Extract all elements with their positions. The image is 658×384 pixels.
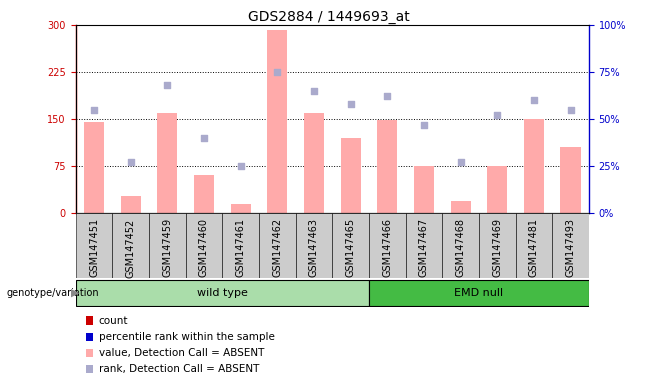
Bar bbox=[369, 280, 589, 306]
Point bbox=[89, 106, 99, 113]
Text: GDS2884 / 1449693_at: GDS2884 / 1449693_at bbox=[248, 10, 410, 23]
Text: GSM147493: GSM147493 bbox=[566, 218, 576, 277]
Text: GSM147462: GSM147462 bbox=[272, 218, 282, 278]
Point bbox=[345, 101, 356, 107]
Bar bbox=[405, 213, 442, 278]
Point bbox=[236, 163, 246, 169]
Bar bbox=[332, 213, 369, 278]
Bar bbox=[561, 147, 580, 213]
Text: rank, Detection Call = ABSENT: rank, Detection Call = ABSENT bbox=[99, 364, 259, 374]
Bar bbox=[76, 213, 113, 278]
Point bbox=[199, 135, 209, 141]
Text: wild type: wild type bbox=[197, 288, 248, 298]
Point bbox=[455, 159, 466, 166]
Bar bbox=[120, 195, 141, 213]
Bar bbox=[76, 280, 369, 306]
Text: GSM147463: GSM147463 bbox=[309, 218, 319, 277]
Text: GSM147468: GSM147468 bbox=[455, 218, 466, 277]
Bar bbox=[304, 113, 324, 213]
Point bbox=[528, 97, 539, 103]
Point bbox=[418, 122, 429, 128]
Bar bbox=[113, 213, 149, 278]
Text: GSM147459: GSM147459 bbox=[163, 218, 172, 278]
Text: value, Detection Call = ABSENT: value, Detection Call = ABSENT bbox=[99, 348, 264, 358]
Bar bbox=[487, 166, 507, 213]
Bar bbox=[194, 175, 214, 213]
Text: percentile rank within the sample: percentile rank within the sample bbox=[99, 332, 274, 342]
Bar bbox=[222, 213, 259, 278]
Point bbox=[272, 69, 282, 75]
Point bbox=[492, 112, 503, 118]
Text: GSM147452: GSM147452 bbox=[126, 218, 136, 278]
Text: GSM147466: GSM147466 bbox=[382, 218, 392, 277]
Text: GSM147465: GSM147465 bbox=[345, 218, 355, 278]
Point bbox=[126, 159, 136, 166]
Text: genotype/variation: genotype/variation bbox=[7, 288, 99, 298]
Bar bbox=[442, 213, 479, 278]
Bar bbox=[524, 119, 544, 213]
Text: EMD null: EMD null bbox=[455, 288, 503, 298]
Bar bbox=[186, 213, 222, 278]
Bar bbox=[157, 113, 178, 213]
Bar bbox=[84, 122, 104, 213]
Point bbox=[382, 93, 393, 99]
Bar bbox=[369, 213, 405, 278]
Bar bbox=[259, 213, 295, 278]
Text: count: count bbox=[99, 316, 128, 326]
Bar bbox=[451, 200, 470, 213]
Text: GSM147451: GSM147451 bbox=[89, 218, 99, 278]
Bar bbox=[552, 213, 589, 278]
Text: GSM147461: GSM147461 bbox=[236, 218, 245, 277]
Text: GSM147467: GSM147467 bbox=[419, 218, 429, 278]
Text: GSM147460: GSM147460 bbox=[199, 218, 209, 277]
Point bbox=[565, 106, 576, 113]
Bar bbox=[230, 204, 251, 213]
Text: GSM147469: GSM147469 bbox=[492, 218, 502, 277]
Bar bbox=[341, 138, 361, 213]
Text: ▶: ▶ bbox=[71, 288, 80, 298]
Bar bbox=[149, 213, 186, 278]
Bar bbox=[377, 120, 397, 213]
Bar bbox=[295, 213, 332, 278]
Point bbox=[309, 88, 319, 94]
Bar bbox=[479, 213, 516, 278]
Point bbox=[162, 82, 172, 88]
Bar bbox=[516, 213, 552, 278]
Bar bbox=[267, 30, 288, 213]
Bar bbox=[414, 166, 434, 213]
Text: GSM147481: GSM147481 bbox=[529, 218, 539, 277]
